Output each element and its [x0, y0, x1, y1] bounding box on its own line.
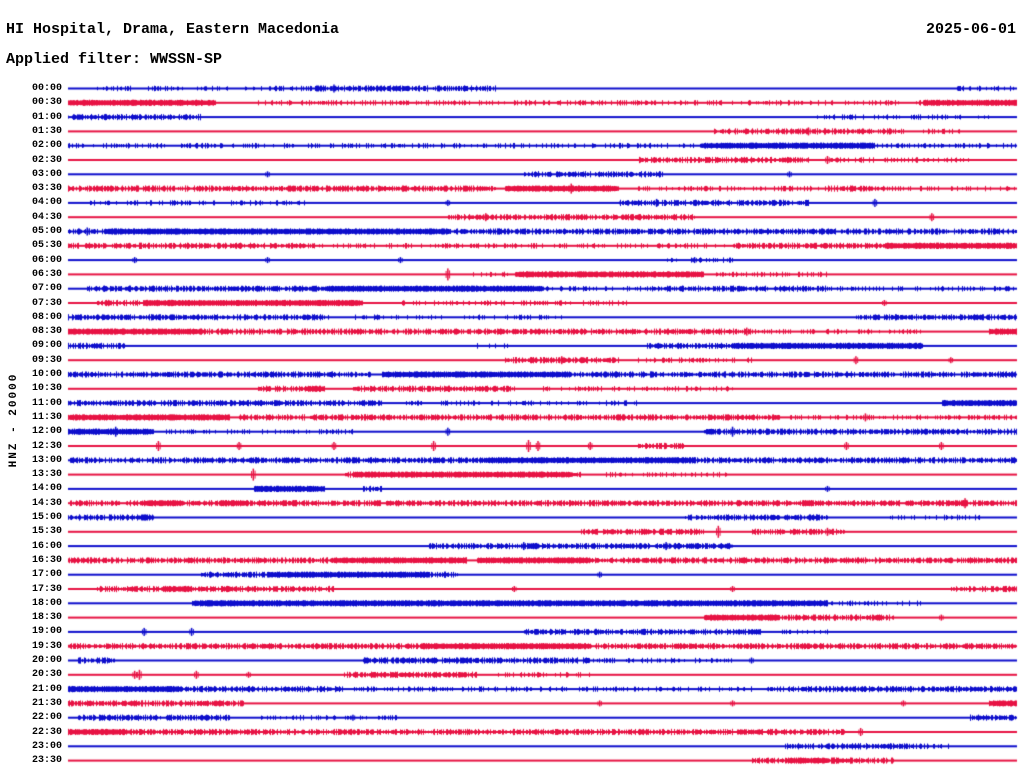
time-label: 17:30	[31, 583, 62, 595]
time-label: 05:00	[31, 226, 62, 237]
date-label: 2025-06-01	[925, 21, 1016, 38]
time-label: 10:30	[31, 383, 62, 395]
time-label: 05:30	[31, 240, 62, 252]
time-label: 04:30	[31, 211, 62, 223]
time-label: 09:30	[31, 354, 62, 366]
time-label: 21:00	[31, 683, 62, 695]
time-label: 09:00	[31, 340, 62, 352]
time-label: 03:00	[31, 168, 62, 180]
time-label: 20:00	[31, 655, 62, 666]
time-label: 07:30	[31, 297, 62, 309]
time-label: 18:00	[31, 597, 62, 609]
time-label: 01:30	[31, 125, 62, 137]
time-label: 20:30	[31, 669, 62, 681]
time-label: 06:30	[31, 268, 62, 280]
time-label: 07:00	[31, 283, 62, 295]
time-label: 04:00	[31, 197, 62, 209]
time-label: 13:00	[31, 454, 62, 466]
time-label: 06:00	[31, 254, 62, 266]
time-label: 22:30	[31, 726, 62, 738]
time-label: 11:30	[31, 411, 62, 423]
time-label: 15:30	[31, 526, 62, 538]
time-label: 15:00	[31, 512, 62, 523]
time-label: 19:30	[31, 640, 62, 652]
time-label: 23:30	[31, 755, 62, 767]
time-label: 00:00	[31, 83, 62, 94]
time-label: 19:00	[31, 626, 62, 638]
time-label: 23:00	[31, 740, 62, 752]
time-label: 11:00	[31, 397, 62, 409]
time-label: 02:00	[31, 140, 62, 152]
time-label: 01:00	[31, 111, 62, 123]
time-label: 18:30	[31, 612, 62, 624]
time-label: 08:00	[31, 311, 62, 323]
time-label: 00:30	[31, 97, 62, 109]
time-label: 22:00	[31, 712, 62, 724]
time-label: 16:00	[31, 540, 62, 552]
time-label: 13:30	[31, 469, 62, 481]
applied-filter-label: Applied filter: WWSSN-SP	[6, 51, 223, 68]
time-label: 16:30	[31, 554, 62, 566]
time-label: 08:30	[31, 326, 62, 338]
time-label: 10:00	[31, 369, 62, 380]
time-label: 14:00	[31, 483, 62, 495]
time-label: 14:30	[31, 497, 62, 509]
time-label: 12:30	[31, 440, 62, 452]
time-label: 12:00	[31, 426, 62, 438]
time-label: 03:30	[31, 183, 62, 195]
time-label: 17:00	[31, 569, 62, 581]
time-label: 02:30	[31, 154, 62, 166]
time-label: 21:30	[31, 697, 62, 709]
station-title: HI Hospital, Drama, Eastern Macedonia	[6, 21, 340, 38]
